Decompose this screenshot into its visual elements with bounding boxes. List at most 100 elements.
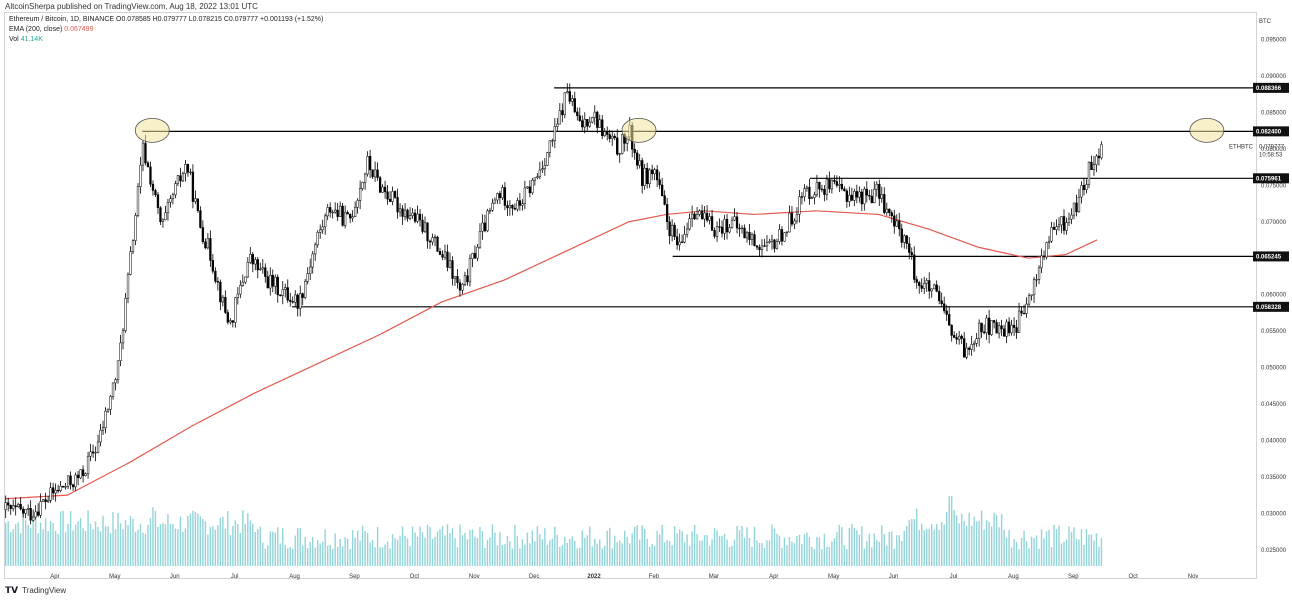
candle-body — [24, 509, 27, 514]
candle-body — [763, 245, 766, 247]
volume-bar — [19, 533, 22, 566]
volume-bar — [921, 523, 923, 566]
candle-body — [1065, 222, 1068, 231]
legend-ema-row[interactable]: EMA (200, close) 0.067499 — [9, 25, 323, 35]
x-axis-label: Jul — [231, 574, 239, 580]
volume-bar — [651, 543, 653, 566]
candle-body — [493, 199, 497, 204]
candle-body — [541, 168, 544, 171]
volume-bar — [119, 523, 122, 566]
legend: Ethereum / Bitcoin, 1D, BINANCE O0.07858… — [9, 15, 323, 45]
candle-body — [1052, 227, 1056, 230]
candle-body — [1037, 267, 1041, 280]
volume-bar — [594, 538, 596, 566]
candle-body — [1067, 218, 1071, 223]
volume-bar — [217, 525, 219, 566]
volume-bar — [77, 521, 79, 566]
candle-body — [675, 236, 679, 246]
candle-body — [920, 285, 923, 289]
candle-body — [229, 320, 232, 323]
volume-bar — [419, 526, 421, 566]
volume-bar — [117, 512, 119, 566]
volume-bar — [386, 541, 389, 566]
candle-body — [224, 296, 227, 313]
candle-body — [189, 171, 192, 174]
candle-body — [880, 194, 883, 199]
volume-bar — [92, 529, 94, 566]
candle-body — [1040, 255, 1043, 269]
candle-body — [573, 98, 576, 113]
candle-body — [411, 212, 414, 216]
candle-body — [1077, 196, 1081, 212]
volume-bar — [9, 532, 12, 566]
candle-body — [825, 178, 829, 195]
candle-body — [84, 473, 87, 476]
volume-bar — [259, 526, 261, 566]
candle-body — [61, 485, 65, 488]
level-price-tag: 0.065245 — [1253, 251, 1289, 262]
volume-bar — [299, 527, 301, 566]
candle-body — [244, 276, 247, 283]
candle-body — [339, 205, 342, 217]
candle-body — [51, 487, 55, 494]
level-tag-text: 0.075961 — [1256, 176, 1282, 182]
tradingview-logo-icon: 𝗧𝗩 — [5, 585, 19, 595]
candle-body — [578, 115, 581, 121]
volume-bar — [69, 511, 72, 566]
candle-body — [1092, 164, 1096, 171]
volume-bar — [569, 539, 571, 566]
volume-bar — [399, 535, 401, 566]
candle-body — [526, 186, 529, 189]
candle-body — [1082, 185, 1086, 190]
candle-body — [668, 221, 671, 237]
volume-bar — [234, 520, 237, 566]
candle-body — [982, 331, 986, 334]
volume-bar — [336, 547, 339, 566]
legend-vol-row[interactable]: Vol 41.14K — [9, 35, 323, 45]
candle-body — [975, 338, 978, 344]
chart-pane[interactable] — [4, 12, 1257, 579]
volume-bar — [1073, 527, 1075, 566]
x-axis-label: Feb — [649, 574, 660, 580]
volume-bar — [1003, 529, 1005, 566]
candle-body — [915, 279, 918, 283]
volume-bar — [696, 533, 698, 566]
candle-body — [780, 229, 784, 242]
x-axis-label: Jul — [950, 574, 958, 580]
volume-bar — [179, 516, 182, 566]
candle-body — [997, 325, 1001, 334]
candle-body — [558, 110, 561, 125]
candle-body — [928, 280, 931, 292]
candle-body — [858, 191, 861, 198]
volume-bar — [326, 545, 329, 566]
candle-body — [528, 186, 532, 194]
candle-body — [775, 241, 779, 249]
volume-bar — [960, 513, 963, 566]
volume-bar — [896, 535, 898, 566]
volume-bar — [813, 549, 816, 566]
volume-bar — [162, 522, 164, 566]
volume-bar — [796, 536, 798, 566]
candle-body — [496, 193, 499, 201]
candle-body — [581, 120, 584, 128]
volume-bar — [521, 539, 524, 566]
candle-body — [264, 267, 267, 277]
candle-body — [883, 194, 886, 213]
candle-body — [461, 284, 464, 291]
volume-bar — [876, 539, 878, 566]
candle-body — [363, 173, 367, 183]
volume-bar — [511, 548, 514, 566]
level-tag-text: 0.058328 — [1256, 305, 1282, 311]
candle-body — [344, 212, 347, 226]
volume-bar — [841, 527, 843, 566]
volume-bar — [489, 537, 491, 566]
volume-bar — [611, 548, 613, 566]
highlight-ellipse — [1189, 117, 1225, 143]
volume-bar — [591, 546, 593, 566]
volume-bar — [1020, 537, 1023, 566]
volume-bar — [868, 533, 871, 566]
volume-bar — [1050, 547, 1053, 566]
volume-bar — [504, 544, 506, 566]
candle-body — [139, 164, 142, 187]
